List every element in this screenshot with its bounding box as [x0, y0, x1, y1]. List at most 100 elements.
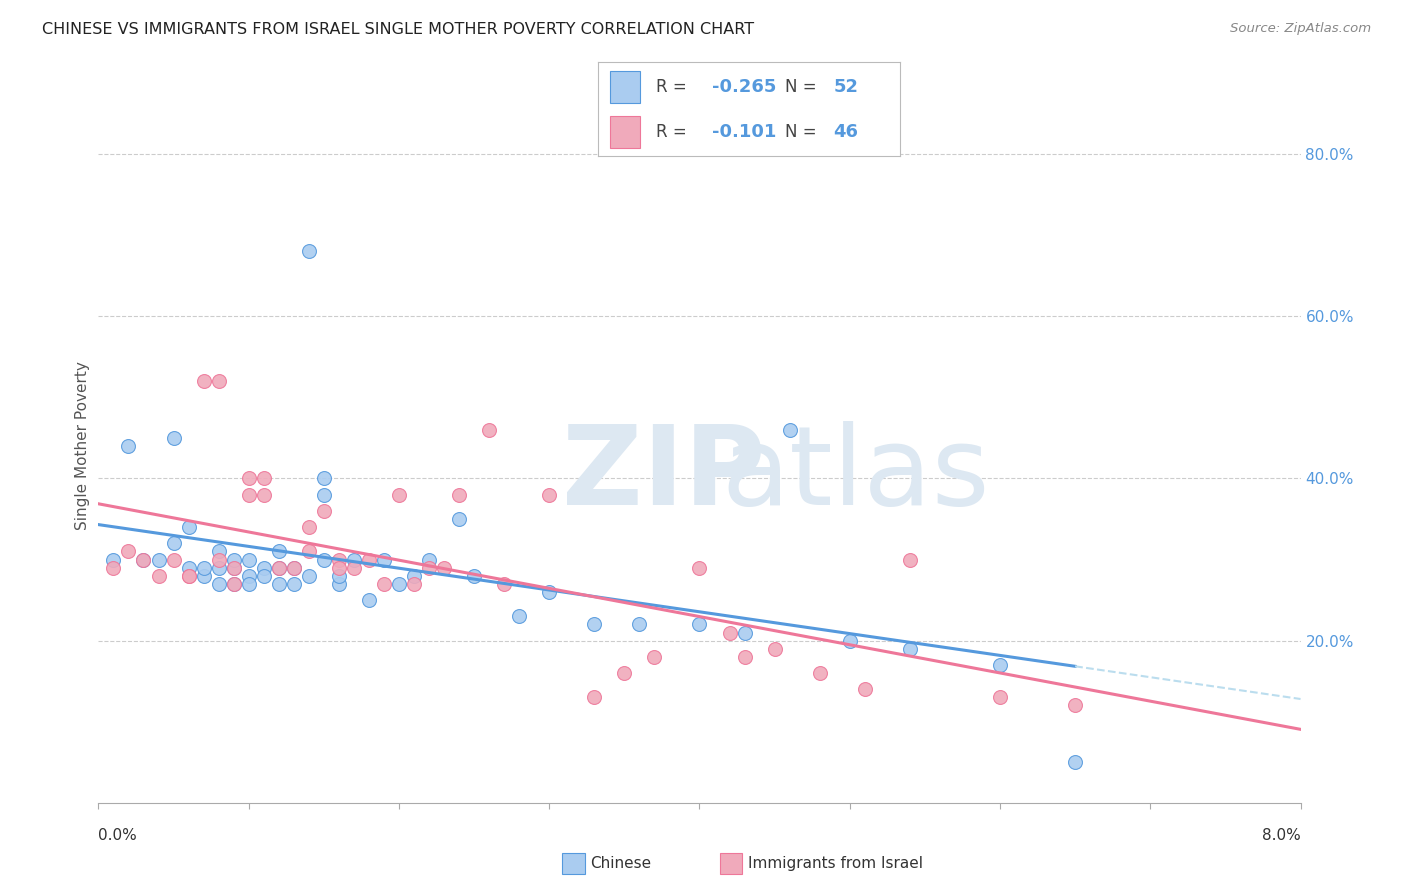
- Point: [328, 560, 350, 574]
- Point: [538, 585, 561, 599]
- Point: [222, 577, 245, 591]
- Point: [328, 552, 350, 566]
- Point: [418, 560, 440, 574]
- Point: [643, 649, 665, 664]
- Point: [222, 577, 245, 591]
- Point: [988, 657, 1011, 672]
- Point: [328, 577, 350, 591]
- Point: [357, 552, 380, 566]
- Point: [418, 552, 440, 566]
- Point: [357, 593, 380, 607]
- Point: [132, 552, 155, 566]
- Text: 46: 46: [834, 123, 858, 141]
- Point: [238, 577, 260, 591]
- Point: [253, 568, 276, 582]
- Point: [222, 560, 245, 574]
- Point: [898, 641, 921, 656]
- Point: [447, 512, 470, 526]
- Point: [312, 471, 335, 485]
- Point: [162, 431, 184, 445]
- Text: R =: R =: [657, 123, 693, 141]
- Point: [388, 577, 411, 591]
- Point: [238, 552, 260, 566]
- Point: [312, 504, 335, 518]
- Point: [238, 568, 260, 582]
- Point: [463, 568, 485, 582]
- Point: [312, 552, 335, 566]
- Point: [689, 617, 711, 632]
- Point: [494, 577, 516, 591]
- Point: [298, 568, 321, 582]
- Point: [343, 552, 366, 566]
- Point: [253, 488, 276, 502]
- Point: [734, 649, 756, 664]
- Point: [222, 552, 245, 566]
- Point: [283, 560, 305, 574]
- Point: [388, 488, 411, 502]
- Text: Immigrants from Israel: Immigrants from Israel: [748, 856, 922, 871]
- Point: [613, 666, 636, 681]
- Point: [177, 560, 200, 574]
- Point: [298, 520, 321, 534]
- Point: [447, 488, 470, 502]
- Point: [103, 560, 125, 574]
- Point: [208, 577, 231, 591]
- Text: -0.101: -0.101: [713, 123, 776, 141]
- Point: [162, 552, 184, 566]
- Point: [1064, 698, 1087, 713]
- Point: [208, 552, 231, 566]
- Y-axis label: Single Mother Poverty: Single Mother Poverty: [75, 361, 90, 531]
- Point: [177, 568, 200, 582]
- Point: [312, 488, 335, 502]
- Point: [763, 641, 786, 656]
- Point: [1064, 756, 1087, 770]
- Point: [177, 520, 200, 534]
- Bar: [610, 70, 640, 103]
- Text: -0.265: -0.265: [713, 78, 776, 95]
- Point: [718, 625, 741, 640]
- Text: 8.0%: 8.0%: [1261, 829, 1301, 843]
- Point: [988, 690, 1011, 705]
- Point: [193, 560, 215, 574]
- Point: [538, 488, 561, 502]
- Point: [734, 625, 756, 640]
- Point: [132, 552, 155, 566]
- Text: CHINESE VS IMMIGRANTS FROM ISRAEL SINGLE MOTHER POVERTY CORRELATION CHART: CHINESE VS IMMIGRANTS FROM ISRAEL SINGLE…: [42, 22, 754, 37]
- Point: [433, 560, 456, 574]
- Point: [298, 544, 321, 558]
- Point: [267, 577, 290, 591]
- Text: R =: R =: [657, 78, 693, 95]
- Point: [267, 544, 290, 558]
- Point: [402, 568, 425, 582]
- Point: [283, 577, 305, 591]
- Point: [898, 552, 921, 566]
- Point: [373, 577, 395, 591]
- Point: [117, 439, 139, 453]
- Text: Source: ZipAtlas.com: Source: ZipAtlas.com: [1230, 22, 1371, 36]
- Point: [779, 423, 801, 437]
- Point: [838, 633, 860, 648]
- Text: 0.0%: 0.0%: [98, 829, 138, 843]
- Text: N =: N =: [785, 123, 823, 141]
- Point: [689, 560, 711, 574]
- Point: [253, 560, 276, 574]
- Point: [343, 560, 366, 574]
- Point: [583, 617, 606, 632]
- Point: [808, 666, 831, 681]
- Point: [238, 488, 260, 502]
- Point: [103, 552, 125, 566]
- Point: [148, 568, 170, 582]
- Bar: [610, 116, 640, 148]
- Point: [253, 471, 276, 485]
- Point: [208, 544, 231, 558]
- Point: [853, 682, 876, 697]
- Point: [162, 536, 184, 550]
- Point: [373, 552, 395, 566]
- Point: [208, 374, 231, 388]
- Point: [177, 568, 200, 582]
- Point: [208, 560, 231, 574]
- Point: [298, 244, 321, 259]
- Point: [117, 544, 139, 558]
- Point: [583, 690, 606, 705]
- Point: [193, 568, 215, 582]
